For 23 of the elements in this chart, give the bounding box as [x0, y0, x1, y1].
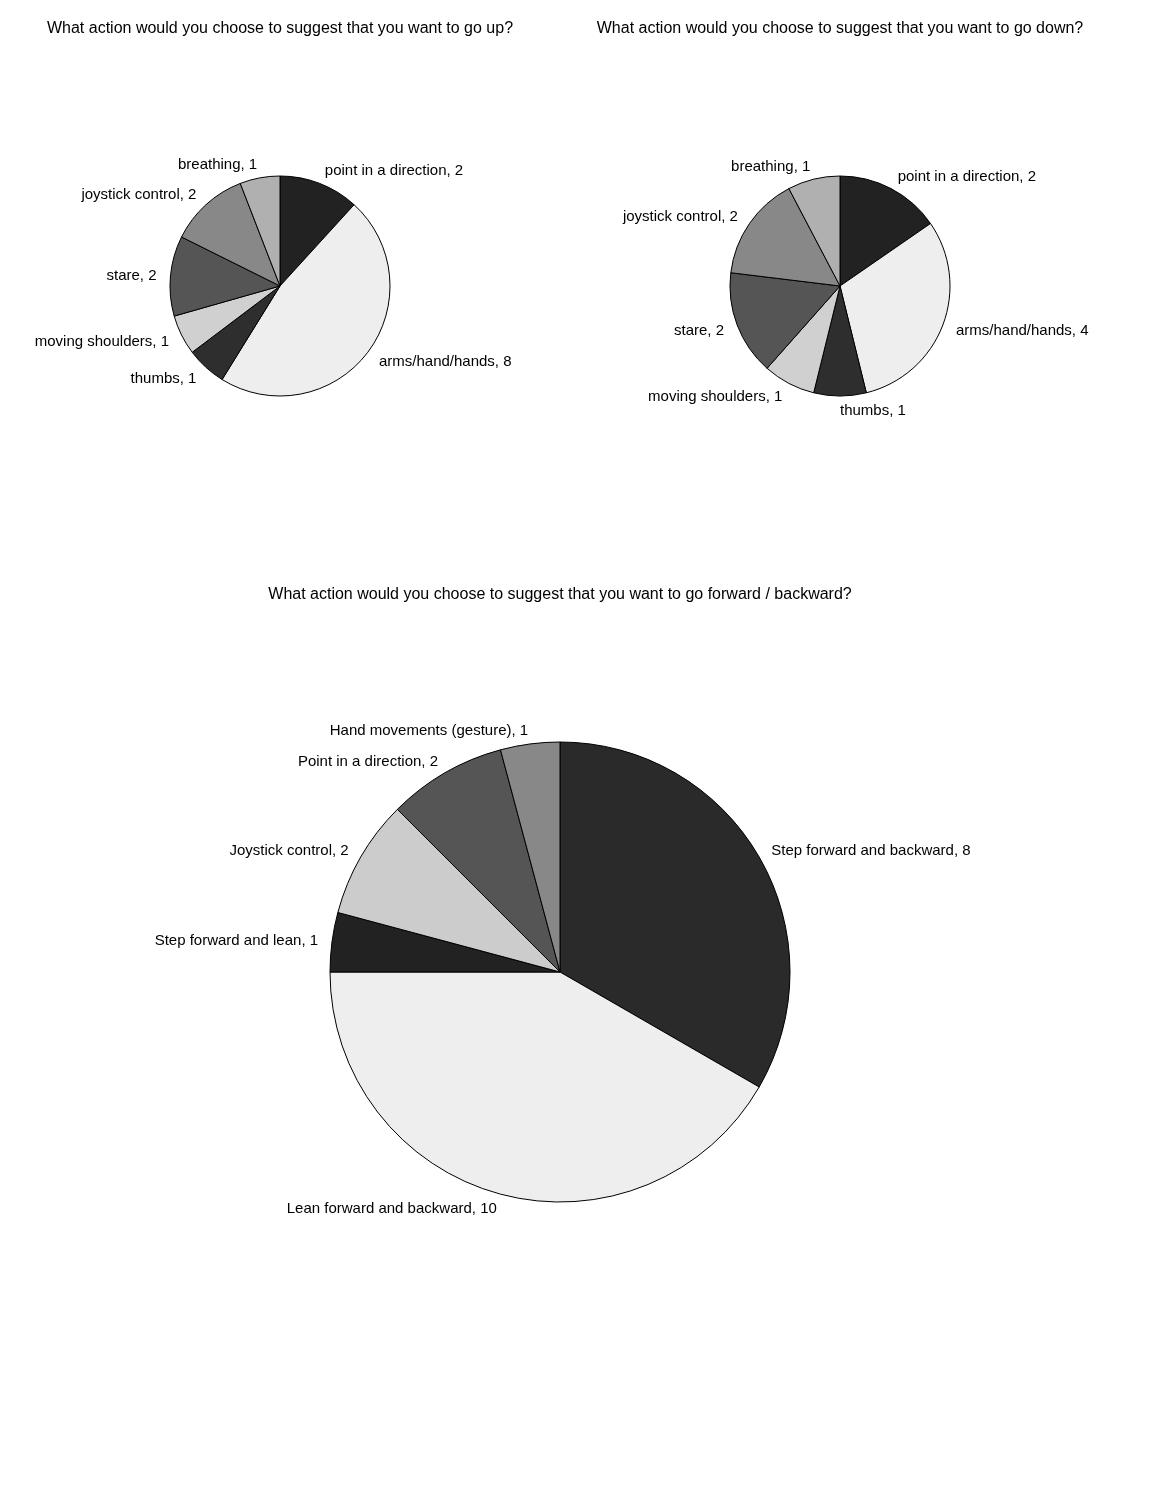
- slice-label: joystick control, 2: [621, 206, 738, 224]
- slice-label: arms/hand/hands, 8: [378, 351, 512, 369]
- slice-label: Point in a direction, 2: [297, 751, 438, 769]
- slice-label: Joystick control, 2: [229, 841, 349, 858]
- slice-label: Hand movements (gesture), 1: [329, 721, 529, 739]
- slice-label: joystick control, 2: [80, 185, 197, 203]
- chart-title: What action would you choose to suggest that you want to go up?: [46, 19, 514, 36]
- slice-label: Step forward and backward, 8: [771, 841, 971, 858]
- chart-title: What action would you choose to suggest that you want to go down?: [596, 19, 1084, 36]
- slice-label: thumbs, 1: [840, 401, 906, 418]
- slice-label: point in a direction, 2: [324, 161, 464, 179]
- slice-label: breathing, 1: [731, 156, 811, 174]
- slice-label: stare, 2: [674, 320, 725, 338]
- slice-label: moving shoulders, 1: [648, 386, 783, 404]
- slice-label: Step forward and lean, 1: [154, 931, 319, 949]
- slice-label: arms/hand/hands, 4: [955, 320, 1089, 338]
- slice-label: point in a direction, 2: [897, 167, 1037, 185]
- slice-label: Lean forward and backward, 10: [286, 1198, 497, 1216]
- slice-label: thumbs, 1: [130, 368, 197, 386]
- slice-label: moving shoulders, 1: [34, 332, 169, 350]
- slice-label: breathing, 1: [177, 155, 258, 173]
- chart-title: What action would you choose to suggest that you want to go forward / backward?: [268, 585, 852, 602]
- slice-label: stare, 2: [106, 265, 157, 283]
